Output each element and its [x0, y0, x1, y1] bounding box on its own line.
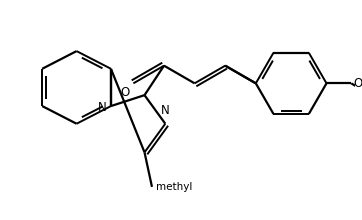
- Text: N: N: [161, 104, 170, 117]
- Text: methyl: methyl: [156, 182, 192, 192]
- Text: O: O: [120, 86, 130, 99]
- Text: N: N: [98, 101, 107, 114]
- Text: O: O: [353, 77, 362, 90]
